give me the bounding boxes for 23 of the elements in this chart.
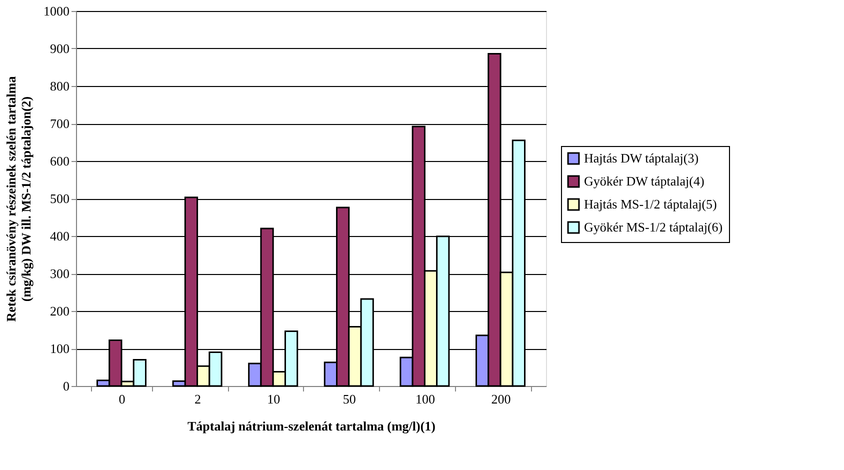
y-tick-label: 0	[63, 378, 70, 394]
y-tick-label: 700	[50, 116, 70, 131]
y-tick-label: 600	[50, 154, 70, 168]
y-tick-label: 300	[50, 266, 70, 281]
y-tick-label: 200	[50, 304, 70, 318]
y-tick-label: 400	[50, 228, 70, 244]
y-tick-label: 500	[50, 191, 70, 206]
y-tick-label: 100	[50, 341, 70, 356]
y-axis-title: Retek csíranövény részeinek szelén tartalma (mg/kg) DW ill. MS-1/2 táptalajon(2)	[4, 76, 34, 322]
x-tick-label: 200	[491, 392, 511, 406]
y-tick-label: 900	[50, 41, 70, 56]
legend-label: Gyökér DW táptalaj(4)	[584, 174, 704, 188]
x-axis-title: Táptalaj nátrium-szelenát tartalma (mg/l)(1)	[187, 418, 436, 434]
x-tick-label: 50	[342, 392, 356, 406]
x-tick-label: 0	[118, 392, 126, 406]
y-tick-label: 1000	[44, 4, 70, 18]
x-tick-label: 10	[267, 392, 280, 406]
x-tick-label: 100	[415, 392, 435, 406]
legend-label: Gyökér MS-1/2 táptalaj(6)	[584, 220, 723, 234]
y-tick-label: 800	[50, 78, 70, 94]
legend-label: Hajtás MS-1/2 táptalaj(5)	[584, 196, 717, 212]
x-tick-label: 2	[194, 392, 202, 406]
legend-label: Hajtás DW táptalaj(3)	[584, 150, 699, 166]
